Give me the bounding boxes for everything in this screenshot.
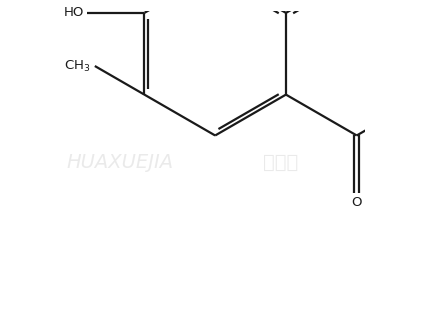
- Text: O: O: [351, 196, 362, 209]
- Text: 化学加: 化学加: [263, 153, 298, 172]
- Text: HO: HO: [64, 6, 84, 20]
- Text: HUAXUEJIA: HUAXUEJIA: [67, 153, 174, 172]
- Text: CH$_3$: CH$_3$: [63, 59, 90, 74]
